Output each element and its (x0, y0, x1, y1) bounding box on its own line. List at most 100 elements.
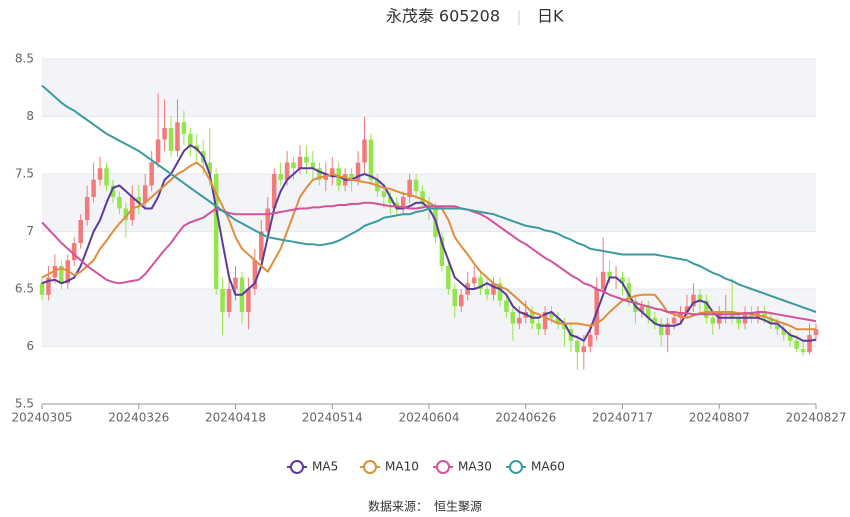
candle-body (407, 179, 412, 197)
candle-body (671, 317, 677, 324)
candle-body (304, 156, 309, 163)
x-tick-label: 20240604 (398, 411, 459, 425)
candle-body (652, 317, 658, 324)
candle-body (265, 208, 271, 232)
candle-body (317, 168, 322, 180)
candle-body (110, 185, 116, 197)
candle-body (665, 323, 670, 335)
x-tick-label: 20240807 (689, 411, 750, 425)
candle-body (91, 179, 96, 197)
y-tick-label: 5.5 (15, 397, 34, 411)
legend-marker (363, 460, 377, 474)
candle-body (207, 162, 212, 174)
candle-body (504, 300, 509, 312)
candle-body (175, 122, 180, 151)
candle-body (497, 283, 503, 301)
y-tick-label: 8.5 (15, 52, 34, 66)
candle-body (478, 277, 483, 289)
candle-body (768, 317, 774, 324)
x-tick-label: 20240326 (108, 411, 169, 425)
candle-body (626, 283, 632, 301)
candle-body (155, 139, 161, 163)
x-tick-label: 20240305 (11, 411, 72, 425)
candle-body (291, 162, 296, 169)
y-tick-label: 6.5 (15, 282, 34, 296)
x-tick-label: 20240626 (495, 411, 556, 425)
candle-body (678, 312, 683, 318)
candle-body (646, 306, 651, 318)
candle-body (259, 231, 264, 261)
candle-body (226, 289, 232, 312)
source-label: 数据来源： (368, 499, 428, 514)
candle-body (59, 266, 64, 284)
candle-body (536, 323, 541, 330)
candle-body (575, 340, 580, 353)
candle-body (510, 312, 516, 324)
candle-body (310, 162, 316, 169)
y-tick-label: 6 (26, 339, 34, 353)
x-tick-label: 20240418 (205, 411, 266, 425)
candle-body (710, 317, 716, 324)
candle-body (781, 329, 787, 335)
candle-body (136, 197, 142, 203)
candle-body (620, 277, 625, 284)
candle-body (368, 139, 374, 180)
candle-body (458, 294, 464, 307)
candle-body (271, 174, 277, 209)
y-tick-label: 7.5 (15, 167, 34, 181)
candle-body (162, 128, 167, 140)
legend-marker (436, 460, 450, 474)
legend-marker (290, 460, 304, 474)
candle-body (349, 174, 354, 180)
candle-body (807, 335, 812, 353)
candle-body (84, 197, 90, 220)
candle-body (168, 128, 174, 151)
candle-body (188, 133, 193, 146)
candle-body (517, 317, 522, 324)
x-tick-label: 20240827 (785, 411, 846, 425)
candle-body (284, 162, 290, 180)
candle-body (800, 348, 806, 353)
candle-body (71, 243, 77, 261)
candle-body (46, 277, 51, 295)
candle-body (104, 168, 109, 186)
plot-band (42, 59, 816, 117)
candle-body (78, 220, 83, 243)
candle-body (142, 185, 148, 203)
candle-body (813, 329, 819, 335)
candle-body (439, 237, 445, 266)
candle-body (381, 191, 387, 197)
candle-body (697, 294, 703, 301)
candle-body (149, 162, 154, 186)
candle-body (117, 197, 122, 209)
candle-body (581, 346, 587, 353)
candle-body (213, 174, 219, 289)
y-tick-label: 7 (26, 224, 34, 238)
legend-label: MA30 (458, 460, 492, 474)
candle-body (484, 289, 490, 295)
candle-body (388, 197, 393, 203)
candle-body (658, 323, 664, 335)
candle-body (562, 323, 567, 330)
candle-body (471, 277, 477, 284)
candle-body (600, 271, 606, 289)
source: 恒生聚源 (434, 500, 482, 514)
candle-body (362, 139, 367, 163)
x-tick-label: 20240717 (592, 411, 653, 425)
chart-subtitle: 日K (537, 7, 564, 26)
legend-marker (509, 460, 523, 474)
candle-body (639, 306, 645, 312)
candle-body (684, 306, 690, 312)
candle-body (491, 283, 496, 295)
candle-body (97, 168, 103, 180)
candle-body (278, 174, 283, 180)
candle-body (736, 317, 741, 324)
candle-body (52, 266, 58, 278)
candle-body (587, 335, 593, 347)
candle-body (39, 283, 45, 295)
candle-body (555, 317, 561, 324)
candle-body (246, 289, 251, 312)
candle-body (400, 197, 406, 209)
candle-body (452, 289, 458, 307)
